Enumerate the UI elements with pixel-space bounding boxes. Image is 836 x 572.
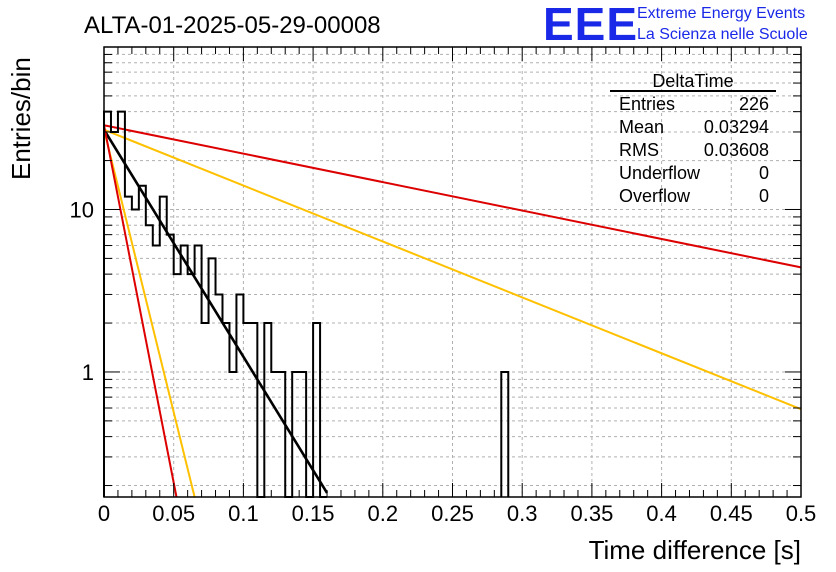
fit-line [103,125,178,498]
histogram [103,110,510,498]
fit-line [103,129,196,498]
x-tick-label: 0.3 [507,501,538,526]
stats-value: 0 [759,186,769,206]
y-tick-label: 1 [82,360,94,385]
x-tick-labels: 0 0.05 0.1 0.15 0.2 0.25 0.3 0.35 0.4 0.45 0.5 [98,501,816,526]
x-tick-label: 0.2 [368,501,399,526]
chart-title: ALTA-01-2025-05-29-00008 [84,12,381,39]
logo-line1: Extreme Energy Events [637,5,805,22]
y-tick-label: 10 [70,197,94,222]
fit-line [103,128,802,411]
stats-label: Overflow [619,186,691,206]
stats-label: Entries [619,94,675,114]
x-tick-label: 0 [98,501,110,526]
logo-line2: La Scienza nelle Scuole [637,26,808,43]
stats-label: Underflow [619,163,701,183]
y-axis-title: Entries/bin [6,57,36,180]
histogram-outline [103,110,510,498]
fit-lines [102,124,802,498]
stats-title: DeltaTime [652,71,733,91]
y-tick-labels: 1 10 [70,197,94,384]
x-tick-label: 0.5 [786,501,817,526]
stats-label: Mean [619,117,664,137]
stats-value: 0.03608 [704,140,769,160]
x-tick-label: 0.15 [292,501,335,526]
x-tick-label: 0.25 [431,501,474,526]
logo-mark: EEE [543,0,638,50]
x-axis-title: Time difference [s] [589,535,801,565]
x-tick-label: 0.35 [570,501,613,526]
grid [104,47,801,497]
x-tick-label: 0.4 [646,501,677,526]
stats-value: 226 [739,94,769,114]
stats-value: 0.03294 [704,117,769,137]
stats-rows: Entries 226 Mean 0.03294 RMS 0.03608Underflow… [619,94,769,206]
stats-label: RMS [619,140,659,160]
x-tick-label: 0.1 [228,501,259,526]
fit-line [102,128,329,494]
stats-value: 0 [759,163,769,183]
x-tick-label: 0.05 [152,501,195,526]
x-tick-label: 0.45 [710,501,753,526]
stats-box: DeltaTime Entries 226 Mean 0.03294 RMS 0.0360… [610,71,776,206]
eee-logo: EEE Extreme Energy Events La Scienza nel… [543,0,808,50]
axis-ticks [103,47,802,497]
fit-line [103,124,802,269]
